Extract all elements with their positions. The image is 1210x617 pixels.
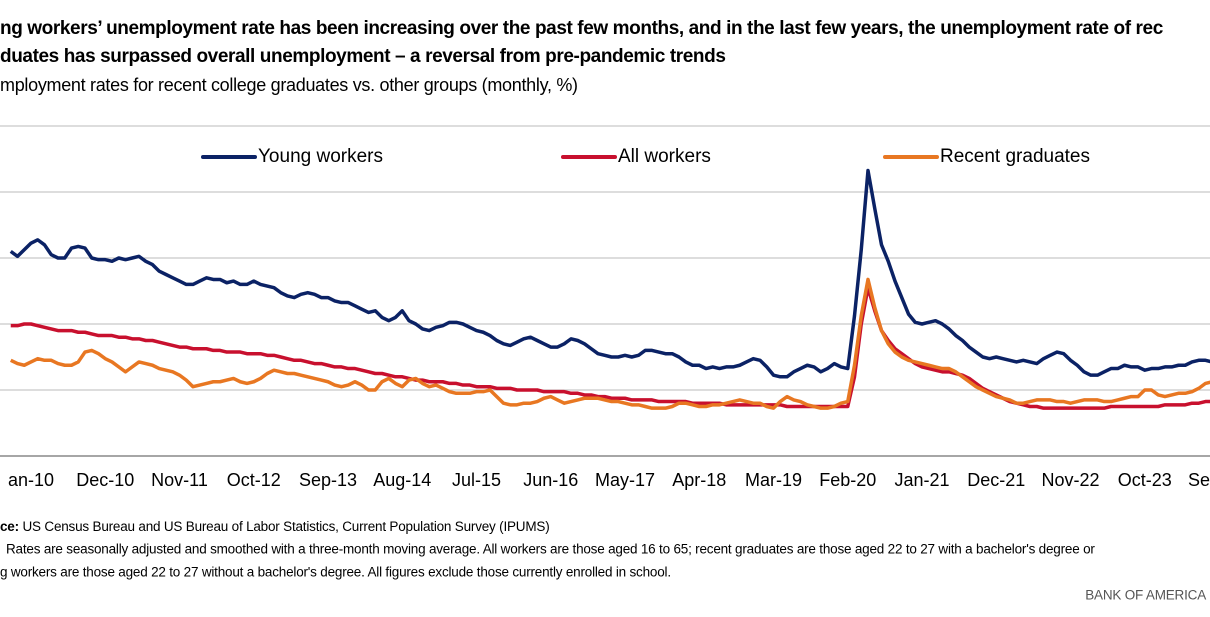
- note: Rates are seasonally adjusted and smooth…: [6, 542, 1095, 557]
- series-line: [9, 277, 1210, 410]
- x-tick-label: Jan-21: [894, 470, 949, 490]
- series-line: [9, 168, 1210, 379]
- x-tick-label: Jul-15: [452, 470, 501, 490]
- source-label: ce:: [0, 519, 19, 534]
- x-tick-label: Se: [1188, 470, 1210, 490]
- x-tick-label: Mar-19: [745, 470, 802, 490]
- note: g workers are those aged 22 to 27 withou…: [0, 565, 671, 580]
- x-tick-label: Feb-20: [819, 470, 876, 490]
- legend-label: Recent graduates: [940, 146, 1090, 167]
- x-tick-label: an-10: [8, 470, 54, 490]
- chart-title: duates has surpassed overall unemploymen…: [0, 46, 726, 67]
- x-tick-label: Apr-18: [672, 470, 726, 490]
- x-tick-label: Nov-22: [1041, 470, 1099, 490]
- x-tick-label: Oct-23: [1118, 470, 1172, 490]
- x-tick-label: Jun-16: [523, 470, 578, 490]
- x-tick-label: Aug-14: [373, 470, 431, 490]
- x-tick-label: Nov-11: [151, 470, 208, 490]
- x-tick-label: Dec-21: [967, 470, 1025, 490]
- source: ce: US Census Bureau and US Bureau of La…: [0, 519, 550, 534]
- legend-label: Young workers: [258, 146, 383, 167]
- x-tick-label: Dec-10: [76, 470, 134, 490]
- chart-subtitle: mployment rates for recent college gradu…: [0, 75, 578, 95]
- x-tick-label: Sep-13: [299, 470, 357, 490]
- chart-title: ng workers’ unemployment rate has been i…: [0, 18, 1164, 39]
- x-tick-label: Oct-12: [227, 470, 281, 490]
- source-text: US Census Bureau and US Bureau of Labor …: [22, 519, 549, 534]
- legend-label: All workers: [618, 146, 711, 167]
- x-tick-label: May-17: [595, 470, 655, 490]
- footer: BANK OF AMERICA: [1085, 588, 1206, 603]
